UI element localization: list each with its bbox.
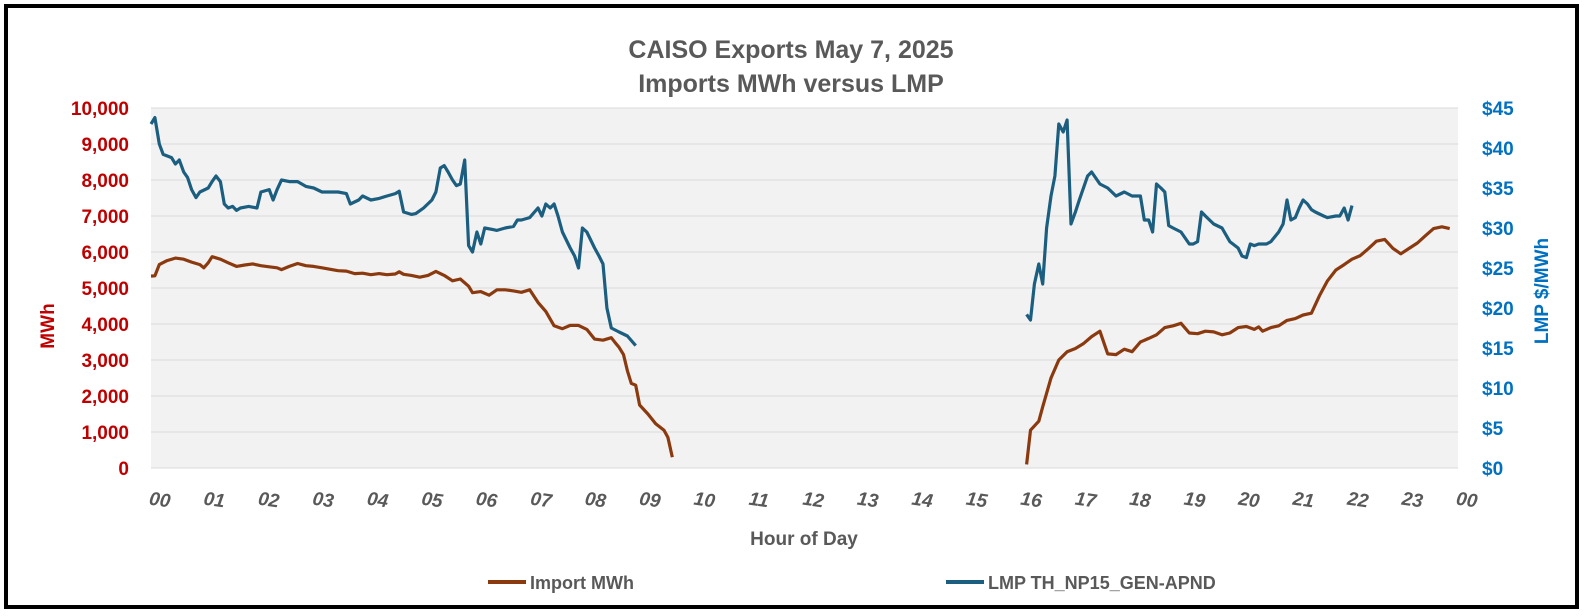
legend-label-import: Import MWh — [530, 573, 634, 593]
right-y-tick-label: $5 — [1482, 419, 1504, 440]
left-y-tick-label: 4,000 — [81, 315, 129, 336]
x-tick-label: 11 — [748, 489, 770, 513]
chart-subtitle: Imports MWh versus LMP — [638, 70, 944, 98]
right-y-tick-label: $30 — [1482, 219, 1514, 240]
x-tick-label: 22 — [1345, 489, 1370, 513]
x-tick-label: 08 — [584, 489, 608, 513]
right-y-tick-label: $45 — [1482, 99, 1514, 120]
x-tick-label: 21 — [1290, 489, 1315, 513]
x-tick-label: 15 — [965, 489, 989, 513]
x-tick-label: 07 — [529, 489, 554, 513]
x-tick-label: 14 — [910, 489, 934, 513]
right-y-tick-label: $20 — [1482, 299, 1514, 320]
x-tick-label: 01 — [202, 489, 226, 513]
x-tick-label: 23 — [1399, 489, 1424, 513]
left-y-tick-label: 3,000 — [81, 351, 129, 372]
x-tick-label: 19 — [1183, 489, 1207, 513]
right-y-tick-label: $15 — [1482, 339, 1514, 360]
right-y-axis-title: LMP $/MWh — [1532, 238, 1553, 344]
x-tick-label: 16 — [1019, 489, 1043, 513]
right-y-tick-label: $40 — [1482, 139, 1514, 160]
x-tick-label: 00 — [148, 489, 172, 513]
x-tick-label: 04 — [366, 489, 390, 513]
x-tick-label: 00 — [1455, 489, 1479, 513]
x-tick-label: 10 — [692, 489, 716, 513]
left-y-tick-label: 6,000 — [81, 243, 129, 264]
left-y-tick-label: 5,000 — [81, 279, 129, 300]
left-y-tick-label: 1,000 — [81, 423, 129, 444]
x-axis-title: Hour of Day — [750, 529, 858, 550]
import-mwh-line — [150, 255, 674, 458]
left-y-tick-label: 9,000 — [81, 135, 129, 156]
right-y-tick-label: $25 — [1482, 259, 1514, 280]
left-y-axis-ticks: 0 1,000 2,000 3,000 4,000 5,000 6,000 7,000 8,00… — [71, 99, 129, 480]
x-tick-label: 06 — [475, 489, 499, 513]
x-tick-label: 05 — [420, 489, 444, 513]
chart-frame: 0 1,000 2,000 3,000 4,000 5,000 6,000 7,000 8,00… — [4, 4, 1579, 609]
series-lines — [149, 115, 1451, 465]
left-y-axis-title: MWh — [38, 303, 59, 348]
gridlines — [151, 107, 1458, 469]
legend-label-lmp: LMP TH_NP15_GEN-APND — [988, 573, 1216, 593]
x-tick-label: 13 — [856, 489, 880, 513]
x-tick-label: 18 — [1128, 489, 1152, 513]
x-axis-ticks: 00 01 02 03 04 05 06 07 08 09 10 11 12 13 14 15 16 17 18 19… — [148, 489, 1479, 513]
left-y-tick-label: 10,000 — [71, 99, 129, 120]
chart-title: CAISO Exports May 7, 2025 — [628, 36, 953, 64]
legend: Import MWh LMP TH_NP15_GEN-APND — [488, 573, 1216, 593]
import-mwh-line — [1025, 225, 1451, 465]
x-tick-label: 09 — [638, 489, 662, 513]
x-tick-label: 12 — [801, 489, 825, 513]
chart-svg: 0 1,000 2,000 3,000 4,000 5,000 6,000 7,000 8,00… — [38, 36, 1553, 593]
right-y-tick-label: $0 — [1482, 459, 1503, 480]
lmp-line — [149, 115, 637, 347]
lmp-line — [1025, 118, 1354, 322]
left-y-tick-label: 8,000 — [81, 171, 129, 192]
right-y-axis-ticks: $0 $5 $10 $15 $20 $25 $30 $35 $40 $45 — [1482, 99, 1514, 480]
x-tick-label: 03 — [311, 489, 335, 513]
left-y-tick-label: 2,000 — [81, 387, 129, 408]
x-tick-label: 17 — [1074, 489, 1099, 513]
x-tick-label: 02 — [257, 489, 281, 513]
x-tick-label: 20 — [1236, 489, 1261, 513]
left-y-tick-label: 7,000 — [81, 207, 129, 228]
left-y-tick-label: 0 — [118, 459, 129, 480]
right-y-tick-label: $10 — [1482, 379, 1514, 400]
right-y-tick-label: $35 — [1482, 179, 1514, 200]
